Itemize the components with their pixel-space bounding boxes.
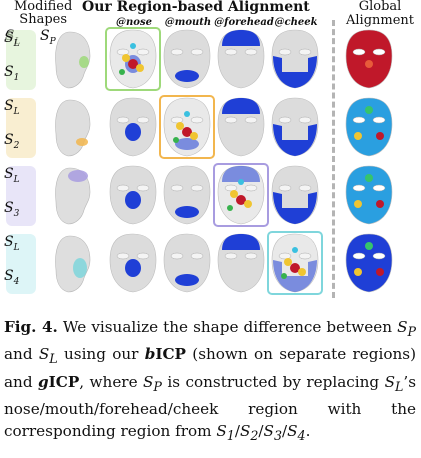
math-sP: SP <box>397 318 416 340</box>
math-s2: S2 <box>239 422 259 444</box>
shape-thumbnail-sL <box>6 98 36 158</box>
math-sP-2: SP <box>143 372 162 394</box>
separator-dashed-line <box>332 20 335 298</box>
column-header-mouth: @mouth <box>164 17 212 28</box>
mask-mouth-row2 <box>163 97 211 157</box>
selected-region-highlight <box>213 163 269 227</box>
mask-mouth-row3 <box>163 165 211 225</box>
math-s3: S3 <box>263 422 282 444</box>
modified-label: Modified <box>14 0 73 14</box>
row-label-s3: S3 <box>4 200 20 219</box>
alignment-label: Alignment <box>346 13 415 28</box>
mask-forehead-row2 <box>217 97 265 157</box>
mask-nose-row3 <box>109 165 157 225</box>
global-alignment-mask-row2 <box>345 97 393 157</box>
selected-region-highlight <box>105 27 161 91</box>
row-label-s2: S2 <box>4 132 20 151</box>
shapes-label: Shapes <box>19 12 68 27</box>
math-sL: SL <box>38 345 58 367</box>
mask-nose-row4 <box>109 233 157 293</box>
column-header-nose: @nose <box>116 17 152 28</box>
column-header-cheek: @cheek <box>274 17 318 28</box>
mask-forehead-row3 <box>217 165 265 225</box>
row-label-sL: SL <box>4 234 20 253</box>
mask-forehead-row1 <box>217 29 265 89</box>
modified-head-sP <box>55 167 91 225</box>
mask-cheek-row3 <box>271 165 319 225</box>
global-alignment-header: Global Alignment <box>346 0 414 28</box>
row-label-s4: S4 <box>4 268 20 287</box>
shape-thumbnail-sL <box>6 30 36 90</box>
figure-caption: Fig. 4. We visualize the shape differenc… <box>4 318 417 444</box>
math-sL-2: SL <box>384 372 404 394</box>
global-alignment-mask-row1 <box>345 29 393 89</box>
mask-nose-row1 <box>109 29 157 89</box>
shape-thumbnail-sL <box>6 234 36 294</box>
modified-shapes-header: Modified Shapes <box>14 0 72 27</box>
modified-head-sP <box>55 31 91 89</box>
mask-mouth-row1 <box>163 29 211 89</box>
bicp-term: bICP <box>144 345 186 364</box>
mask-mouth-row4 <box>163 233 211 293</box>
mask-cheek-row2 <box>271 97 319 157</box>
math-s4: S4 <box>287 422 306 444</box>
modified-head-sP <box>55 99 91 157</box>
row-label-s1: S1 <box>4 64 20 83</box>
mask-cheek-row1 <box>271 29 319 89</box>
selected-region-highlight <box>159 95 215 159</box>
sP-header: SP <box>40 28 56 47</box>
mask-forehead-row4 <box>217 233 265 293</box>
mask-cheek-row4 <box>271 233 319 293</box>
shape-thumbnail-sL <box>6 166 36 226</box>
modified-head-sP <box>55 235 91 293</box>
row-label-sL: SL <box>4 166 20 185</box>
global-alignment-mask-row3 <box>345 165 393 225</box>
math-s1: S1 <box>216 422 235 444</box>
column-header-forehead: @forehead <box>214 17 274 28</box>
row-label-sL: SL <box>4 30 20 49</box>
global-label: Global <box>358 0 402 14</box>
figure-number: Fig. 4. <box>4 318 58 336</box>
region-alignment-title: Our Region-based Alignment <box>82 0 310 15</box>
global-alignment-mask-row4 <box>345 233 393 293</box>
gicp-term: gICP <box>38 372 80 391</box>
selected-region-highlight <box>267 231 323 295</box>
row-label-sL: SL <box>4 98 20 117</box>
mask-nose-row2 <box>109 97 157 157</box>
